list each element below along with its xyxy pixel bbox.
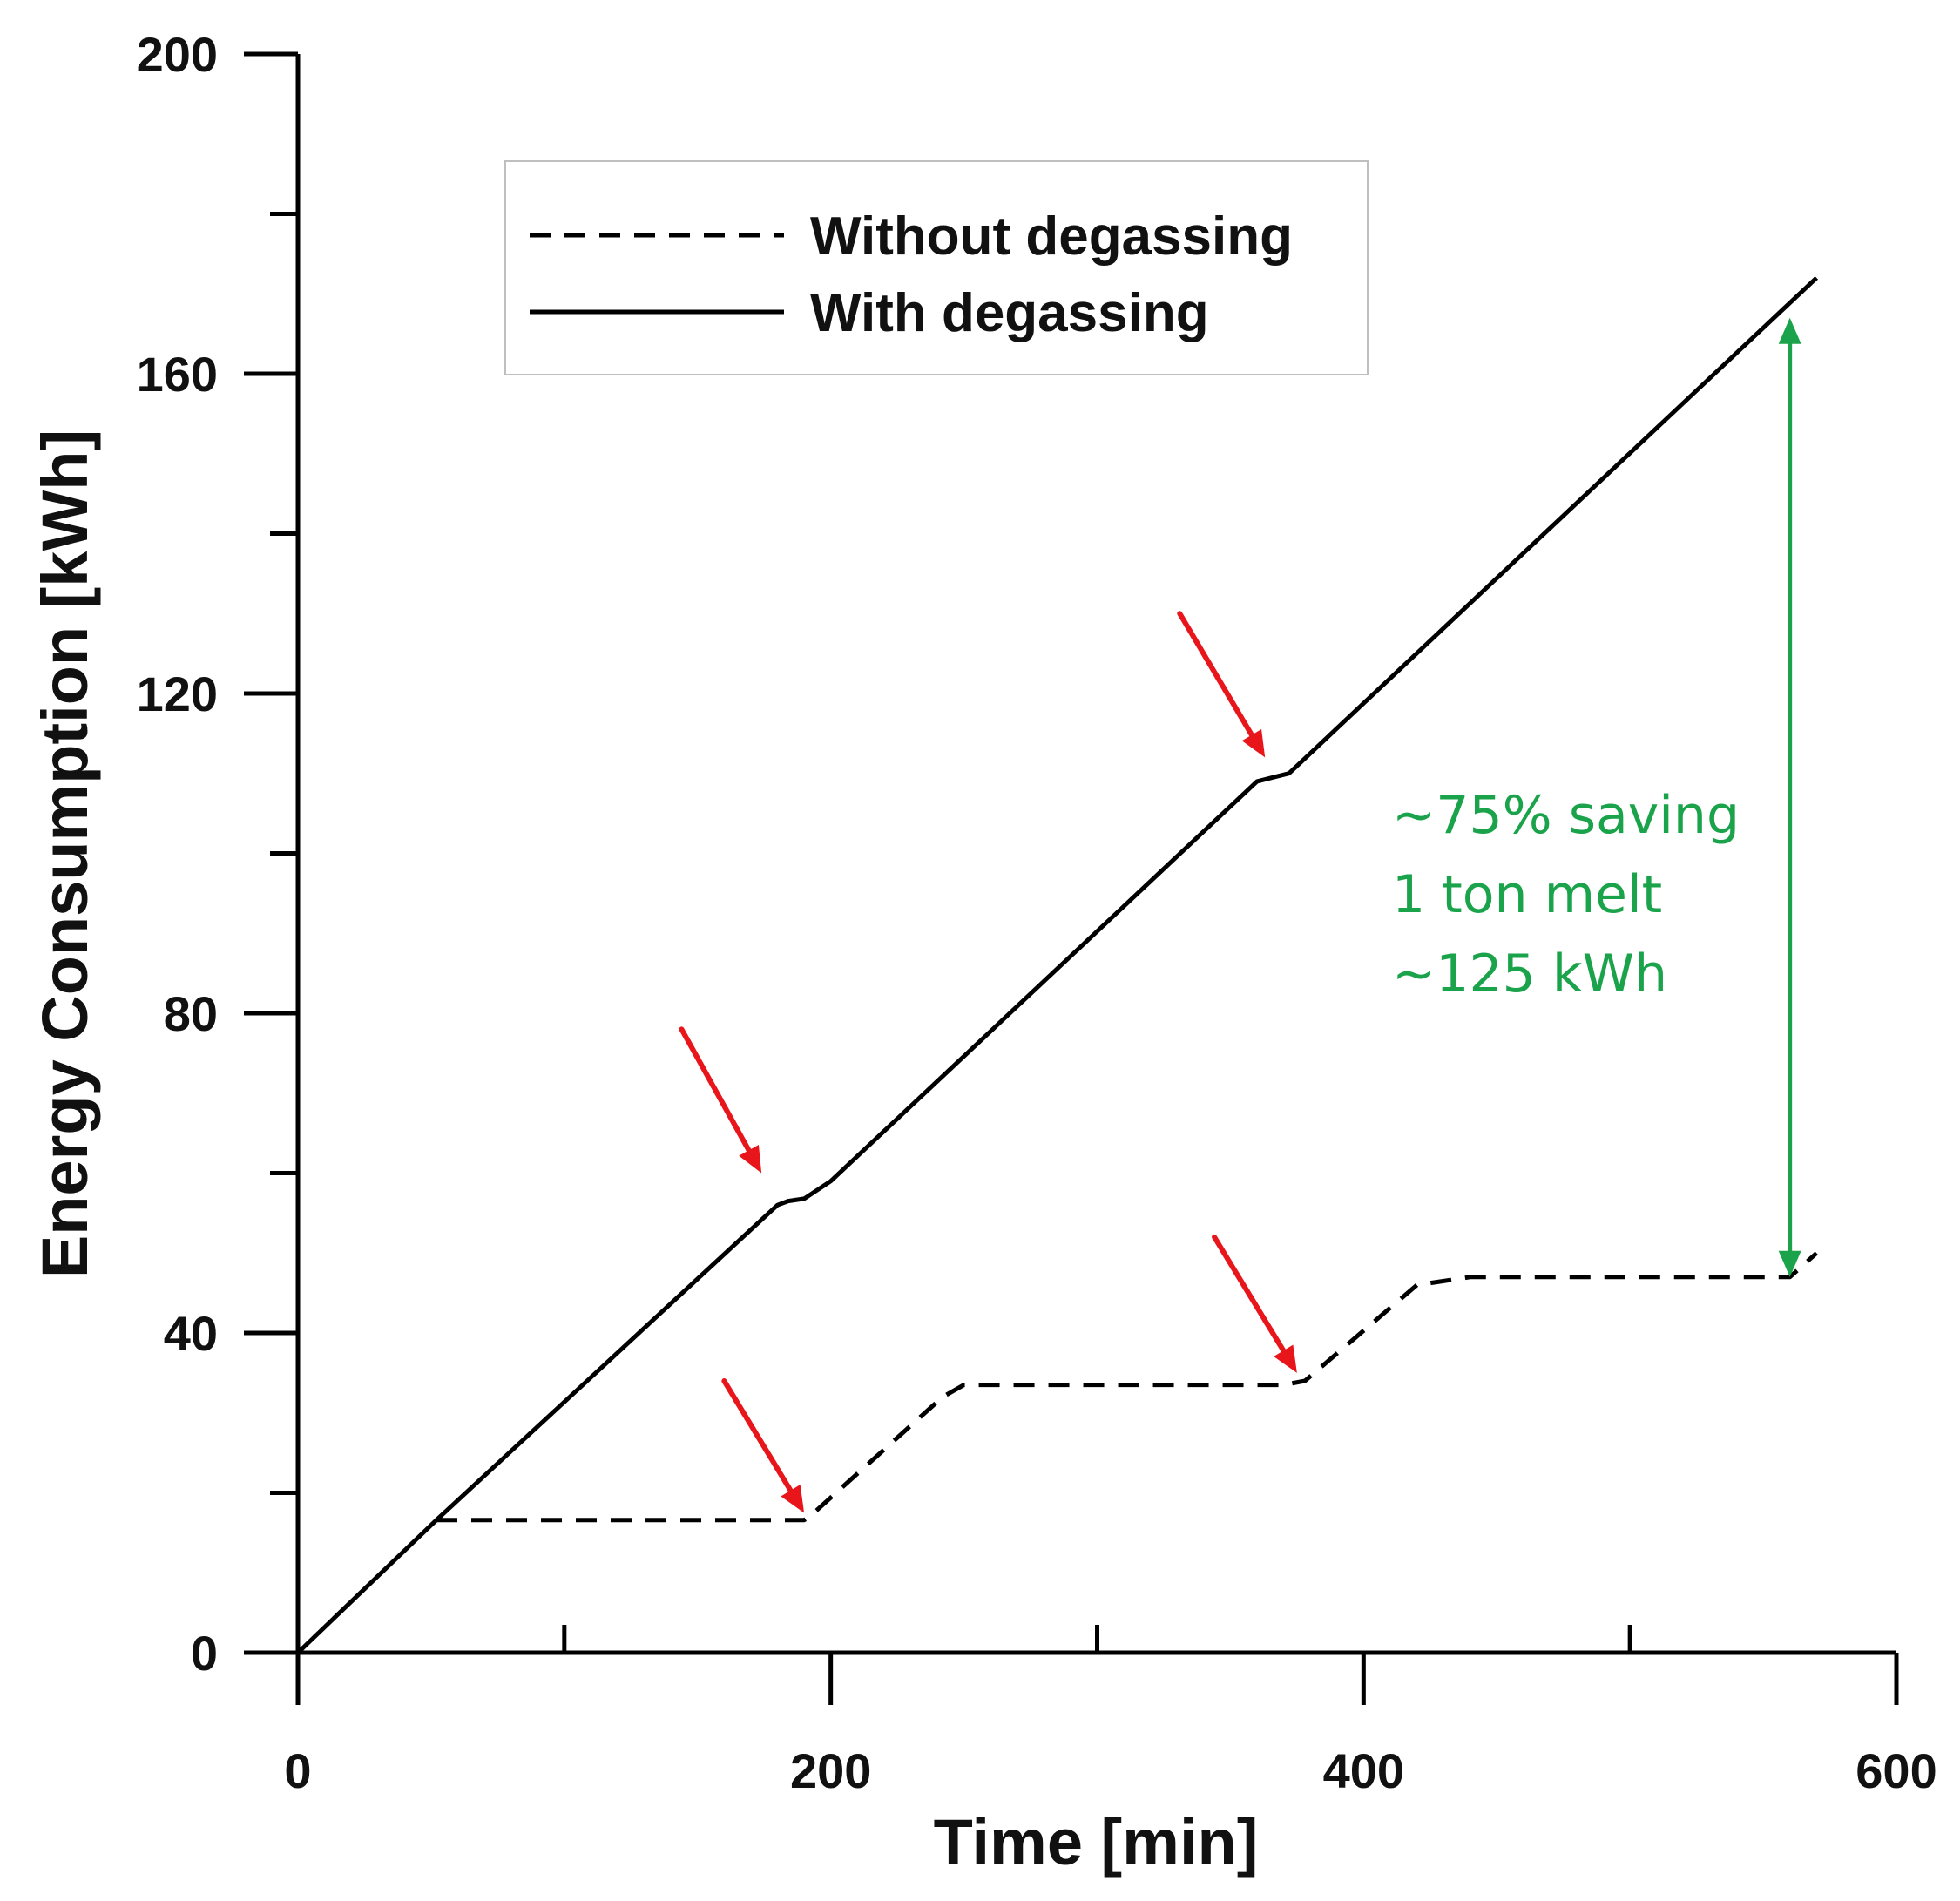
saving-annotation-line-1: ~75% saving <box>1392 785 1740 846</box>
x-tick-label: 400 <box>1323 1743 1404 1798</box>
x-tick-label: 0 <box>284 1743 311 1798</box>
y-tick-label: 80 <box>164 986 218 1041</box>
saving-arrow-head-top <box>1778 317 1801 344</box>
series-line-with-degassing <box>296 276 1819 1654</box>
axes-layer: 0 40 80 120 160 200 0 200 400 600 <box>137 27 1937 1798</box>
x-tick-label: 200 <box>790 1743 871 1798</box>
event-marker-arrow <box>721 1378 805 1513</box>
y-tick-label: 0 <box>191 1626 218 1681</box>
series-layer <box>296 276 1819 1654</box>
x-tick-label: 600 <box>1855 1743 1936 1798</box>
legend-label-without-degassing: Without degassing <box>810 206 1293 267</box>
annotation-layer <box>679 317 1801 1513</box>
saving-annotation-line-2: 1 ton melt <box>1392 864 1662 925</box>
event-marker-arrow-head <box>781 1485 805 1513</box>
saving-annotation-text: ~75% saving 1 ton melt ~125 kWh <box>1392 785 1740 1005</box>
event-marker-arrow-head <box>739 1144 762 1174</box>
saving-arrow-head-bottom <box>1778 1250 1801 1277</box>
x-axis-title: Time [min] <box>934 1806 1259 1878</box>
event-marker-arrow-head <box>1274 1344 1297 1373</box>
y-tick-label: 40 <box>164 1306 218 1361</box>
event-marker-arrow-shaft <box>1177 611 1254 738</box>
event-marker-arrow-shaft <box>1212 1234 1287 1354</box>
event-marker-arrow-shaft <box>679 1026 752 1153</box>
legend-box <box>504 160 1369 375</box>
y-axis-title: Energy Consumption [kWh] <box>29 430 101 1278</box>
saving-annotation-line-3: ~125 kWh <box>1392 944 1667 1005</box>
event-marker-arrow <box>1177 611 1266 758</box>
series-line-without-degassing <box>436 1251 1818 1523</box>
legend: Without degassing With degassing <box>504 160 1369 375</box>
legend-label-with-degassing: With degassing <box>810 283 1209 343</box>
event-marker-arrow-head <box>1241 728 1266 758</box>
event-marker-arrow <box>679 1026 762 1174</box>
event-marker-arrow-shaft <box>721 1378 794 1493</box>
y-tick-label: 160 <box>137 347 218 402</box>
event-marker-arrow <box>1212 1234 1297 1373</box>
y-tick-label: 200 <box>137 27 218 82</box>
y-tick-label: 120 <box>137 666 218 721</box>
